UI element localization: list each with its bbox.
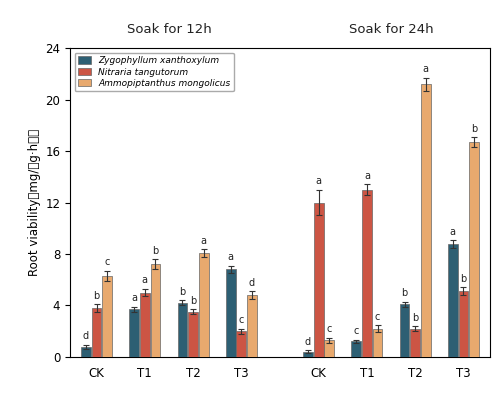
Bar: [400, 304, 409, 357]
Text: c: c: [354, 326, 359, 336]
Bar: [150, 264, 160, 357]
Text: b: b: [471, 124, 477, 134]
Text: a: a: [316, 176, 322, 186]
Text: a: a: [423, 65, 429, 75]
Y-axis label: Root viability（mg/（g·h））: Root viability（mg/（g·h））: [28, 129, 41, 276]
Bar: [372, 328, 382, 357]
Legend: Zygophyllum xanthoxylum, Nitraria tangutorum, Ammopiptanthus mongolicus: Zygophyllum xanthoxylum, Nitraria tangut…: [74, 53, 234, 91]
Bar: [236, 331, 246, 357]
Text: d: d: [249, 278, 255, 288]
Text: Soak for 12h: Soak for 12h: [126, 23, 212, 36]
Text: a: a: [228, 252, 234, 262]
Text: c: c: [104, 257, 110, 267]
Bar: [247, 295, 257, 357]
Text: a: a: [131, 294, 137, 304]
Bar: [469, 142, 479, 357]
Bar: [314, 203, 324, 357]
Bar: [448, 244, 458, 357]
Bar: [352, 342, 361, 357]
Text: b: b: [180, 287, 186, 297]
Bar: [188, 312, 198, 357]
Text: c: c: [238, 315, 244, 325]
Text: b: b: [190, 296, 196, 306]
Bar: [324, 340, 334, 357]
Bar: [130, 309, 139, 357]
Text: a: a: [364, 171, 370, 181]
Bar: [421, 84, 430, 357]
Bar: [199, 253, 208, 357]
Text: b: b: [94, 291, 100, 301]
Bar: [140, 293, 149, 357]
Bar: [226, 269, 235, 357]
Text: c: c: [326, 324, 332, 334]
Text: b: b: [152, 246, 158, 256]
Text: a: a: [200, 236, 206, 245]
Text: b: b: [412, 313, 418, 323]
Bar: [81, 346, 91, 357]
Bar: [102, 276, 112, 357]
Bar: [178, 303, 188, 357]
Text: Soak for 24h: Soak for 24h: [348, 23, 434, 36]
Text: d: d: [83, 332, 89, 342]
Text: b: b: [460, 274, 466, 284]
Bar: [410, 328, 420, 357]
Text: c: c: [375, 312, 380, 322]
Bar: [92, 308, 102, 357]
Text: a: a: [142, 275, 148, 286]
Bar: [362, 190, 372, 357]
Text: b: b: [402, 288, 407, 298]
Bar: [458, 291, 468, 357]
Text: d: d: [305, 337, 311, 347]
Text: a: a: [450, 227, 456, 237]
Bar: [303, 352, 313, 357]
